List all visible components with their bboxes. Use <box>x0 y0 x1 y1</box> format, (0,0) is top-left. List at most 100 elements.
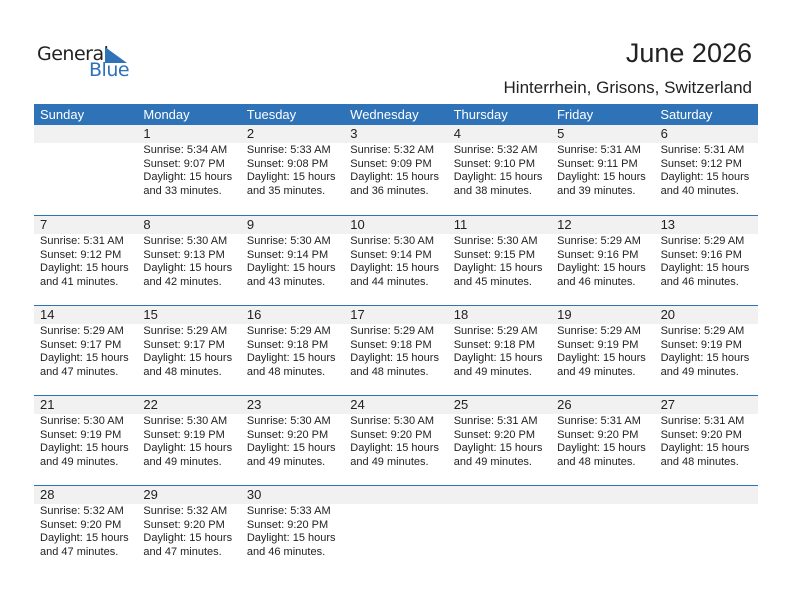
day-cell: 13 Sunrise: 5:29 AM Sunset: 9:16 PM Dayligh… <box>655 216 758 289</box>
day-number: 18 <box>453 307 469 322</box>
daylight2-text: and 46 minutes. <box>660 275 739 288</box>
day-number: 25 <box>453 397 469 412</box>
daylight2-text: and 49 minutes. <box>557 365 636 378</box>
day-number: 12 <box>557 217 572 232</box>
calendar-grid: 1 Sunrise: 5:34 AM Sunset: 9:07 PM Daylight… <box>34 125 758 575</box>
daylight1-text: Daylight: 15 hours <box>453 262 543 274</box>
sunrise-text: Sunrise: 5:29 AM <box>143 325 228 337</box>
daylight2-text: and 48 minutes. <box>246 365 326 378</box>
sunrise-text: Sunrise: 5:29 AM <box>660 325 745 337</box>
sunset-text: Sunset: 9:13 PM <box>143 248 225 261</box>
day-cell: 19 Sunrise: 5:29 AM Sunset: 9:19 PM Dayligh… <box>551 306 654 379</box>
sunrise-text: Sunrise: 5:29 AM <box>660 235 745 247</box>
weekday-friday: Friday <box>556 107 594 122</box>
day-cell: 16 Sunrise: 5:29 AM Sunset: 9:18 PM Dayligh… <box>241 306 344 379</box>
day-number: 29 <box>143 487 158 502</box>
daylight2-text: and 48 minutes. <box>350 365 429 378</box>
logo-word-general: General <box>37 43 109 65</box>
sunset-text: Sunset: 9:12 PM <box>660 157 742 170</box>
day-number: 30 <box>246 487 262 502</box>
day-cell: 4 Sunrise: 5:32 AM Sunset: 9:10 PM Daylight… <box>448 125 551 198</box>
daylight1-text: Daylight: 15 hours <box>143 352 233 364</box>
daylight1-text: Daylight: 15 hours <box>246 442 336 454</box>
week-row: 7 Sunrise: 5:31 AM Sunset: 9:12 PM Daylight… <box>34 215 758 305</box>
logo-word-blue: Blue <box>89 59 130 81</box>
sunrise-text: Sunrise: 5:31 AM <box>660 144 745 156</box>
daylight2-text: and 47 minutes. <box>40 545 119 558</box>
day-number: 22 <box>143 397 158 412</box>
day-number: 26 <box>557 397 572 412</box>
daylight1-text: Daylight: 15 hours <box>557 171 646 183</box>
daylight2-text: and 36 minutes. <box>350 184 429 197</box>
sunset-text: Sunset: 9:07 PM <box>143 157 225 170</box>
daylight2-text: and 47 minutes. <box>143 545 222 558</box>
daylight1-text: Daylight: 15 hours <box>40 262 129 274</box>
day-cell: 9 Sunrise: 5:30 AM Sunset: 9:14 PM Daylight… <box>241 216 344 289</box>
daylight2-text: and 49 minutes. <box>350 455 429 468</box>
day-number: 8 <box>143 217 151 232</box>
sunrise-text: Sunrise: 5:31 AM <box>557 144 641 156</box>
sunset-text: Sunset: 9:09 PM <box>350 157 432 170</box>
day-number: 27 <box>660 397 676 412</box>
sunrise-text: Sunrise: 5:31 AM <box>660 415 745 427</box>
weekday-thursday: Thursday <box>453 107 508 122</box>
day-cell: 6 Sunrise: 5:31 AM Sunset: 9:12 PM Daylight… <box>655 125 758 198</box>
daylight1-text: Daylight: 15 hours <box>557 442 646 454</box>
sunset-text: Sunset: 9:11 PM <box>557 157 638 170</box>
day-number: 4 <box>453 126 461 141</box>
sunrise-text: Sunrise: 5:31 AM <box>453 415 538 427</box>
daylight2-text: and 44 minutes. <box>350 275 429 288</box>
page-title: June 2026 <box>625 38 752 68</box>
daylight1-text: Daylight: 15 hours <box>660 442 750 454</box>
daylight2-text: and 47 minutes. <box>40 365 119 378</box>
sunrise-text: Sunrise: 5:30 AM <box>246 415 331 427</box>
sunrise-text: Sunrise: 5:29 AM <box>453 325 538 337</box>
day-cell: 24 Sunrise: 5:30 AM Sunset: 9:20 PM Dayligh… <box>344 396 447 469</box>
day-cell: 11 Sunrise: 5:30 AM Sunset: 9:15 PM Dayligh… <box>448 216 551 289</box>
daylight1-text: Daylight: 15 hours <box>246 352 336 364</box>
sunrise-text: Sunrise: 5:32 AM <box>350 144 435 156</box>
weekday-tuesday: Tuesday <box>246 107 297 122</box>
sunrise-text: Sunrise: 5:33 AM <box>246 144 331 156</box>
day-cell: 12 Sunrise: 5:29 AM Sunset: 9:16 PM Dayligh… <box>551 216 654 289</box>
day-cell: 2 Sunrise: 5:33 AM Sunset: 9:08 PM Daylight… <box>241 125 344 198</box>
sunrise-text: Sunrise: 5:32 AM <box>453 144 538 156</box>
sunset-text: Sunset: 9:20 PM <box>660 428 742 441</box>
daylight2-text: and 49 minutes. <box>246 455 326 468</box>
sunset-text: Sunset: 9:08 PM <box>246 157 329 170</box>
daylight1-text: Daylight: 15 hours <box>557 262 646 274</box>
sunset-text: Sunset: 9:20 PM <box>557 428 639 441</box>
sunset-text: Sunset: 9:20 PM <box>143 518 225 531</box>
day-cell: 5 Sunrise: 5:31 AM Sunset: 9:11 PM Daylight… <box>551 125 654 198</box>
sunset-text: Sunset: 9:19 PM <box>557 338 639 351</box>
daylight2-text: and 49 minutes. <box>660 365 739 378</box>
sunset-text: Sunset: 9:18 PM <box>246 338 329 351</box>
daylight1-text: Daylight: 15 hours <box>246 532 336 544</box>
sunrise-text: Sunrise: 5:30 AM <box>143 235 228 247</box>
daylight2-text: and 41 minutes. <box>40 275 119 288</box>
day-number-band <box>34 396 758 414</box>
sunset-text: Sunset: 9:20 PM <box>453 428 536 441</box>
daylight1-text: Daylight: 15 hours <box>660 171 750 183</box>
sunset-text: Sunset: 9:16 PM <box>660 248 742 261</box>
day-cell: 18 Sunrise: 5:29 AM Sunset: 9:18 PM Dayligh… <box>448 306 551 379</box>
daylight2-text: and 46 minutes. <box>557 275 636 288</box>
day-number-band <box>34 306 758 324</box>
daylight2-text: and 49 minutes. <box>453 455 532 468</box>
sunrise-text: Sunrise: 5:30 AM <box>350 415 435 427</box>
daylight1-text: Daylight: 15 hours <box>350 352 439 364</box>
week-row: 21 Sunrise: 5:30 AM Sunset: 9:19 PM Dayligh… <box>34 395 758 485</box>
sunset-text: Sunset: 9:20 PM <box>40 518 122 531</box>
day-number: 15 <box>143 307 158 322</box>
day-number: 21 <box>40 397 55 412</box>
day-cell: 28 Sunrise: 5:32 AM Sunset: 9:20 PM Dayligh… <box>34 486 137 559</box>
sunset-text: Sunset: 9:14 PM <box>350 248 432 261</box>
weekday-saturday: Saturday <box>660 107 713 122</box>
sunset-text: Sunset: 9:19 PM <box>143 428 225 441</box>
day-cell: 20 Sunrise: 5:29 AM Sunset: 9:19 PM Dayligh… <box>655 306 758 379</box>
day-number: 14 <box>40 307 55 322</box>
day-number: 5 <box>557 126 565 141</box>
daylight1-text: Daylight: 15 hours <box>350 442 439 454</box>
day-cell: 7 Sunrise: 5:31 AM Sunset: 9:12 PM Daylight… <box>34 216 137 289</box>
daylight1-text: Daylight: 15 hours <box>660 262 750 274</box>
